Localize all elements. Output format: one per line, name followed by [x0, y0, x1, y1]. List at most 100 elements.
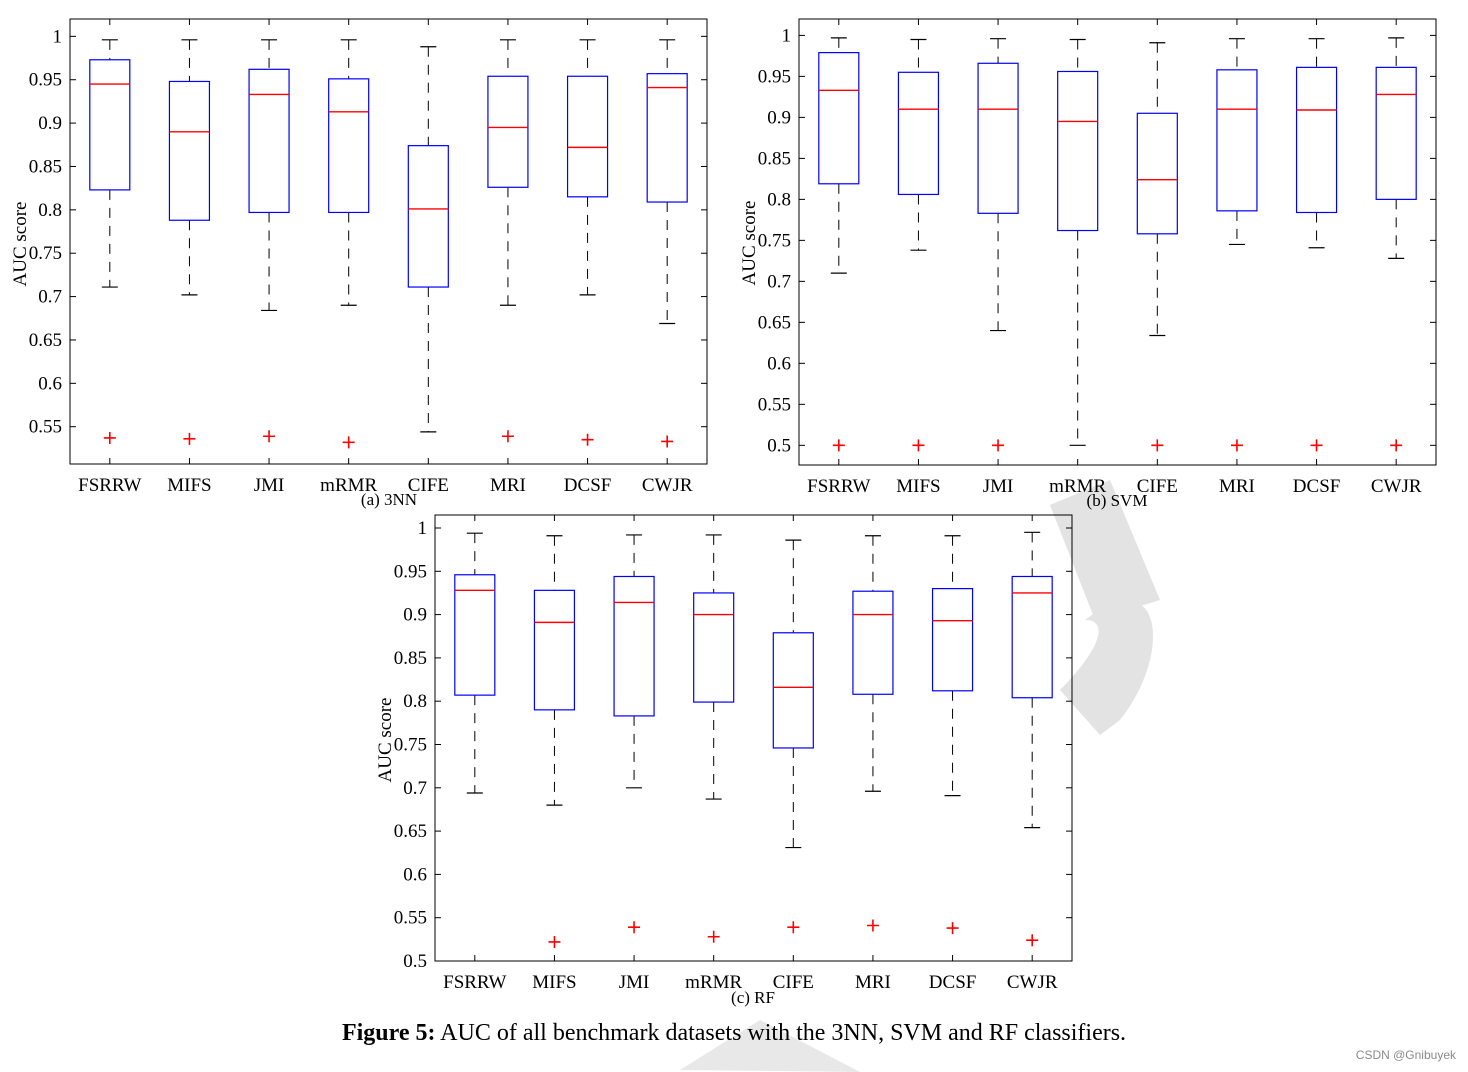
- y-tick-label: 0.95: [394, 561, 427, 582]
- box-iqr: [533, 589, 576, 711]
- box-iqr: [772, 632, 814, 749]
- outlier-marker: [628, 921, 641, 934]
- y-tick-label: 0.8: [38, 200, 62, 221]
- outlier-marker: [946, 922, 959, 935]
- outlier-marker: [1151, 439, 1164, 452]
- background-watermark-shape: [680, 480, 1160, 1072]
- x-category-label: MRI: [1219, 476, 1255, 497]
- box-iqr: [487, 75, 529, 188]
- y-tick-label: 0.85: [29, 156, 62, 177]
- y-tick-label: 0.9: [767, 107, 791, 128]
- subplot-subtitle: (a) 3NN: [361, 490, 417, 509]
- outlier-marker: [1310, 439, 1323, 452]
- y-tick-label: 0.55: [758, 394, 791, 415]
- x-category-label: mRMR: [320, 475, 377, 496]
- box-iqr: [566, 75, 609, 198]
- box-iqr: [168, 80, 211, 221]
- y-tick-label: 0.65: [394, 821, 427, 842]
- plot-frame: [434, 514, 1073, 962]
- caption-text: AUC of all benchmark datasets with the 3…: [440, 1020, 1127, 1046]
- y-tick-label: 0.95: [758, 66, 791, 87]
- subplot-subtitle: (c) RF: [731, 988, 775, 1007]
- subplot-rf: 0.5 0.55 0.6 0.65 0.7 0.75 0.8 0.85 0.9 0.95 1 FSRR…: [375, 514, 1073, 1007]
- outlier-marker: [342, 436, 355, 449]
- outlier-marker: [707, 930, 720, 943]
- x-category-label: MIFS: [896, 476, 940, 497]
- y-tick-label: 0.6: [403, 864, 427, 885]
- y-tick-label: 0.85: [758, 148, 791, 169]
- x-category-label: JMI: [619, 972, 650, 993]
- outlier-marker: [263, 430, 276, 443]
- y-tick-label: 0.8: [403, 691, 427, 712]
- x-category-label: DCSF: [564, 475, 612, 496]
- outlier-marker: [548, 935, 561, 948]
- x-category-label: mRMR: [685, 972, 742, 993]
- box-iqr: [852, 590, 894, 695]
- y-tick-label: 0.7: [767, 271, 791, 292]
- y-axis-label: AUC score: [375, 698, 396, 783]
- x-category-label: FSRRW: [78, 475, 141, 496]
- y-tick-label: 0.6: [767, 353, 791, 374]
- y-tick-label: 0.5: [767, 435, 791, 456]
- x-category-label: DCSF: [1293, 476, 1341, 497]
- box-iqr: [1136, 112, 1178, 235]
- outlier-marker: [501, 430, 514, 443]
- x-category-label: JMI: [983, 476, 1014, 497]
- x-category-label: CWJR: [1371, 476, 1422, 497]
- y-tick-label: 1: [782, 25, 792, 46]
- box-iqr: [1057, 70, 1099, 232]
- y-tick-label: 0.8: [767, 189, 791, 210]
- box-iqr: [1011, 575, 1053, 699]
- y-tick-label: 0.75: [29, 243, 62, 264]
- outlier-marker: [1230, 439, 1243, 452]
- box-iqr: [931, 588, 974, 692]
- subplot-svm: 0.5 0.55 0.6 0.65 0.7 0.75 0.8 0.85 0.9 0.95 1 FSRR…: [739, 18, 1437, 510]
- x-category-label: DCSF: [929, 972, 977, 993]
- subplot-3nn: 0.55 0.6 0.65 0.7 0.75 0.8 0.85 0.9 0.95 1 FSRRW MI…: [10, 18, 708, 509]
- outlier-marker: [661, 435, 674, 448]
- subplot-subtitle: (b) SVM: [1087, 491, 1148, 510]
- box-iqr: [977, 62, 1019, 214]
- y-tick-label: 0.75: [758, 230, 791, 251]
- y-tick-label: 0.9: [38, 113, 62, 134]
- outlier-marker: [787, 921, 800, 934]
- y-tick-label: 0.9: [403, 605, 427, 626]
- plot-frame: [69, 18, 708, 465]
- outlier-marker: [912, 439, 925, 452]
- box-iqr: [89, 59, 131, 191]
- x-category-label: MRI: [855, 972, 891, 993]
- x-category-label: CIFE: [408, 475, 449, 496]
- y-tick-label: 0.65: [29, 330, 62, 351]
- outlier-marker: [1026, 934, 1039, 947]
- y-tick-label: 0.95: [29, 70, 62, 91]
- outlier-marker: [992, 439, 1005, 452]
- box-iqr: [693, 592, 735, 703]
- y-tick-label: 1: [418, 518, 428, 539]
- box-iqr: [613, 575, 655, 717]
- x-category-label: CIFE: [1137, 476, 1178, 497]
- box-iqr: [818, 52, 860, 185]
- x-category-label: mRMR: [1049, 476, 1106, 497]
- x-category-label: FSRRW: [443, 972, 506, 993]
- y-tick-label: 0.7: [403, 778, 427, 799]
- box-iqr: [646, 73, 688, 203]
- box-iqr: [248, 68, 290, 214]
- box-iqr: [407, 145, 449, 288]
- y-tick-label: 0.5: [403, 951, 427, 972]
- outlier-marker: [1390, 439, 1403, 452]
- outlier-marker: [581, 433, 594, 446]
- x-category-label: MIFS: [167, 475, 211, 496]
- box-iqr: [897, 71, 940, 196]
- y-tick-label: 0.55: [394, 908, 427, 929]
- y-tick-label: 1: [53, 26, 63, 47]
- x-category-label: MRI: [490, 475, 526, 496]
- caption-label: Figure 5:: [341, 1020, 436, 1046]
- y-tick-label: 0.6: [38, 373, 62, 394]
- y-tick-label: 0.7: [38, 287, 62, 308]
- x-category-label: FSRRW: [807, 476, 870, 497]
- x-category-label: CWJR: [1007, 972, 1058, 993]
- x-category-label: JMI: [254, 475, 285, 496]
- x-category-label: MIFS: [532, 972, 576, 993]
- x-category-label: CWJR: [642, 475, 693, 496]
